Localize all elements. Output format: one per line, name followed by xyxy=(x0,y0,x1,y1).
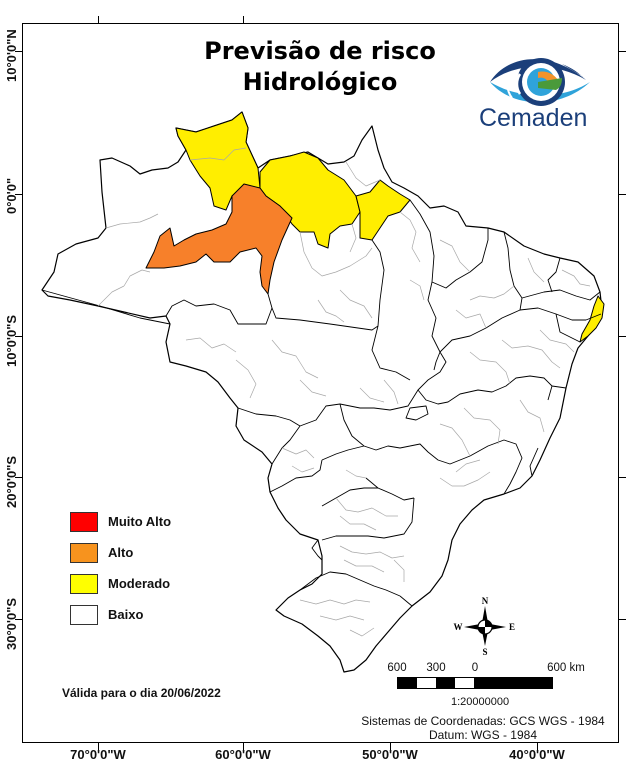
x-axis-label-60w: 60°0'0"W xyxy=(215,747,271,762)
x-tick xyxy=(98,16,99,23)
brazil-risk-map xyxy=(41,111,605,673)
region-ne-coast-moderado xyxy=(579,295,605,343)
y-tick xyxy=(619,619,626,620)
state-boundaries xyxy=(41,199,601,607)
scale-label-600-km: 600 km xyxy=(547,662,585,674)
compass-s: S xyxy=(482,647,487,657)
x-axis-label-40w: 40°0'0"W xyxy=(509,747,565,762)
legend-swatch-baixo xyxy=(70,604,98,625)
mesoregion-boundaries xyxy=(97,147,591,637)
legend-item-alto: Alto xyxy=(70,537,171,568)
scale-bar xyxy=(397,677,553,689)
coordinate-system-line: Sistemas de Coordenadas: GCS WGS - 1984 xyxy=(361,714,605,728)
coast-state-divider xyxy=(585,313,602,321)
map-title-line1: Previsão de risco xyxy=(204,37,436,65)
map-title-line2: Hidrológico xyxy=(242,68,398,96)
y-tick xyxy=(15,51,22,52)
x-tick xyxy=(243,16,244,23)
north-arrow-compass-icon: N S W E xyxy=(454,596,516,657)
map-frame xyxy=(22,23,619,743)
datum-line: Datum: WGS - 1984 xyxy=(428,728,538,742)
legend-swatch-moderado xyxy=(70,573,98,594)
cemaden-logo-text: Cemaden xyxy=(479,104,588,132)
scale-seg xyxy=(417,678,436,688)
y-tick xyxy=(619,477,626,478)
coordinate-system-info: Sistemas de Coordenadas: GCS WGS - 1984 … xyxy=(350,714,616,742)
legend-item-baixo: Baixo xyxy=(70,599,171,630)
scale-seg xyxy=(455,678,474,688)
scale-ratio: 1:20000000 xyxy=(451,696,510,708)
scale-seg xyxy=(436,678,455,688)
x-tick xyxy=(537,743,538,750)
y-axis-label-10s: 10°0'0"S xyxy=(4,314,19,367)
legend-label: Muito Alto xyxy=(108,514,172,529)
validity-date: Válida para o dia 20/06/2022 xyxy=(62,686,221,700)
y-axis-label-30s: 30°0'0"S xyxy=(4,597,19,650)
y-tick xyxy=(619,336,626,337)
legend-swatch-alto xyxy=(70,542,98,563)
legend: Muito Alto Alto Moderado Baixo xyxy=(70,506,171,630)
scale-label-0: 0 xyxy=(471,662,479,674)
compass-w: W xyxy=(454,622,463,632)
x-axis-label-70w: 70°0'0"W xyxy=(70,747,126,762)
legend-label: Alto xyxy=(108,545,134,560)
cemaden-eye-logo-icon xyxy=(490,58,590,106)
scale-seg xyxy=(474,678,552,688)
scale-label-600-left: 600 xyxy=(387,662,407,674)
y-axis-label-10n: 10°0'0"N xyxy=(4,29,19,82)
legend-item-moderado: Moderado xyxy=(70,568,171,599)
legend-swatch-muito-alto xyxy=(70,511,98,532)
y-tick xyxy=(15,336,22,337)
x-tick xyxy=(243,743,244,750)
x-axis-label-50w: 50°0'0"W xyxy=(362,747,418,762)
map-title: Previsão de risco Hidrológico xyxy=(180,36,460,98)
scale-label-300: 300 xyxy=(426,662,446,674)
legend-label: Baixo xyxy=(108,607,144,622)
y-tick xyxy=(15,619,22,620)
y-axis-label-0: 0°0'0" xyxy=(4,177,19,214)
compass-e: E xyxy=(509,622,515,632)
compass-n: N xyxy=(482,596,489,606)
y-axis-label-20s: 20°0'0"S xyxy=(4,455,19,508)
x-tick xyxy=(390,743,391,750)
y-tick xyxy=(619,194,626,195)
legend-item-muito-alto: Muito Alto xyxy=(70,506,171,537)
legend-label: Moderado xyxy=(108,576,171,591)
y-tick xyxy=(15,477,22,478)
scale-seg xyxy=(398,678,417,688)
y-tick xyxy=(619,51,626,52)
y-tick xyxy=(15,194,22,195)
x-tick xyxy=(98,743,99,750)
region-amazonas-alto xyxy=(145,183,293,295)
